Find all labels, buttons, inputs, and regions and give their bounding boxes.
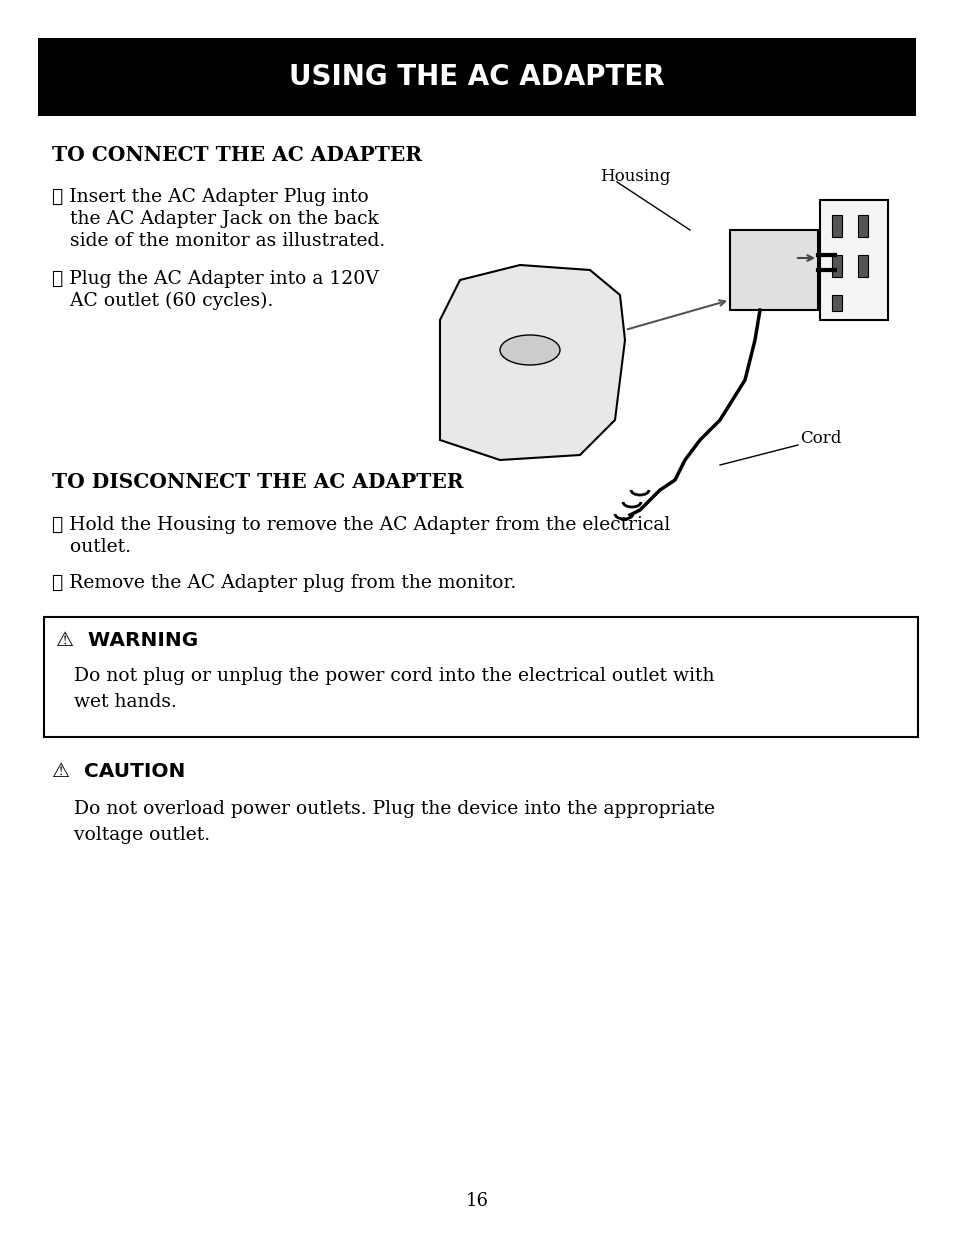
Text: the AC Adapter Jack on the back: the AC Adapter Jack on the back [52, 210, 378, 229]
Polygon shape [439, 265, 624, 460]
Text: Cord: Cord [800, 430, 841, 447]
Text: Do not plug or unplug the power cord into the electrical outlet with
   wet hand: Do not plug or unplug the power cord int… [56, 667, 714, 712]
Bar [820, 200, 887, 320]
Bar [831, 296, 841, 310]
Text: ② Remove the AC Adapter plug from the monitor.: ② Remove the AC Adapter plug from the mo… [52, 574, 516, 592]
Text: Do not overload power outlets. Plug the device into the appropriate
   voltage o: Do not overload power outlets. Plug the … [56, 800, 714, 845]
Bar [729, 230, 817, 310]
Text: ① Hold the Housing to remove the AC Adapter from the electrical: ① Hold the Housing to remove the AC Adap… [52, 515, 670, 534]
Text: 16: 16 [465, 1192, 488, 1210]
Text: ① Insert the AC Adapter Plug into: ① Insert the AC Adapter Plug into [52, 188, 369, 206]
Text: TO DISCONNECT THE AC ADAPTER: TO DISCONNECT THE AC ADAPTER [52, 472, 463, 492]
Bar [857, 255, 867, 277]
Bar [857, 215, 867, 237]
Ellipse shape [499, 335, 559, 365]
Text: ⚠  WARNING: ⚠ WARNING [56, 631, 198, 650]
Text: Housing: Housing [599, 168, 670, 185]
Bar [831, 215, 841, 237]
Text: ② Plug the AC Adapter into a 120V: ② Plug the AC Adapter into a 120V [52, 270, 378, 288]
Bar [44, 617, 917, 737]
Bar [38, 39, 915, 116]
Text: AC outlet (60 cycles).: AC outlet (60 cycles). [52, 292, 274, 310]
Text: USING THE AC ADAPTER: USING THE AC ADAPTER [289, 63, 664, 91]
Bar [831, 255, 841, 277]
Text: outlet.: outlet. [52, 538, 131, 556]
Text: side of the monitor as illustrated.: side of the monitor as illustrated. [52, 232, 385, 250]
Text: TO CONNECT THE AC ADAPTER: TO CONNECT THE AC ADAPTER [52, 145, 421, 165]
Text: ⚠  CAUTION: ⚠ CAUTION [52, 763, 185, 781]
